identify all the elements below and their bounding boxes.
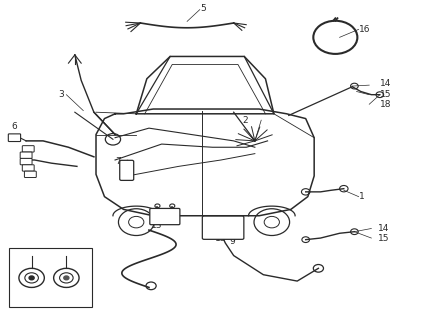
Text: 5: 5 <box>200 4 206 13</box>
FancyBboxPatch shape <box>8 134 20 141</box>
Text: 14: 14 <box>380 79 391 88</box>
FancyBboxPatch shape <box>150 208 180 225</box>
Text: 16: 16 <box>359 25 370 34</box>
Text: 1: 1 <box>359 192 364 201</box>
Text: 13: 13 <box>215 234 226 243</box>
FancyBboxPatch shape <box>22 146 34 152</box>
Text: 15: 15 <box>380 90 391 99</box>
Circle shape <box>64 276 69 280</box>
Text: 12: 12 <box>151 210 162 219</box>
Text: 11: 11 <box>66 263 78 272</box>
FancyBboxPatch shape <box>24 171 36 178</box>
FancyBboxPatch shape <box>202 216 244 239</box>
FancyBboxPatch shape <box>20 158 32 165</box>
Text: 14: 14 <box>378 224 389 233</box>
FancyBboxPatch shape <box>22 165 34 171</box>
Text: 15: 15 <box>378 234 389 243</box>
Text: 7: 7 <box>115 157 121 166</box>
Text: 9: 9 <box>230 237 235 246</box>
FancyBboxPatch shape <box>120 160 134 180</box>
Text: 2: 2 <box>242 116 248 125</box>
Text: 3: 3 <box>58 90 64 99</box>
Text: 12: 12 <box>215 224 226 233</box>
Text: 13: 13 <box>151 221 163 230</box>
Text: 4: 4 <box>31 263 37 272</box>
FancyBboxPatch shape <box>9 248 92 307</box>
Text: 6: 6 <box>11 122 17 131</box>
Circle shape <box>29 276 34 280</box>
FancyBboxPatch shape <box>20 152 32 158</box>
Text: 18: 18 <box>380 100 391 109</box>
